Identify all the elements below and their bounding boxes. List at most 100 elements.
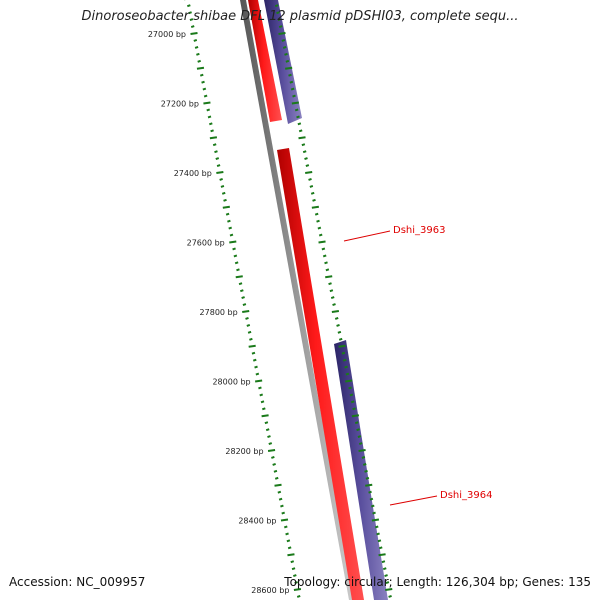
scale-tick-right	[289, 80, 294, 84]
scale-tick-right	[325, 275, 333, 279]
scale-tick-right	[305, 171, 313, 174]
scale-tick-right	[331, 310, 340, 313]
scale-tick-right	[372, 511, 376, 515]
scale-tick-right	[276, 11, 280, 15]
scale-tick-left	[283, 525, 288, 529]
scale-tick-left	[203, 101, 211, 105]
scale-tick-right	[369, 497, 374, 501]
scale-tick-right	[337, 330, 342, 334]
scale-tick-left	[203, 94, 208, 98]
scale-tick-right	[316, 219, 320, 223]
scale-tick-right	[350, 400, 355, 404]
gene-label-leader	[389, 495, 438, 506]
scale-tick-left	[242, 303, 247, 306]
scale-tick-left	[220, 184, 225, 188]
scale-tick-left	[254, 365, 258, 369]
scale-tick-right	[384, 574, 388, 578]
scale-tick-left	[196, 52, 200, 56]
scale-label: 27400 bp	[174, 169, 212, 178]
scale-label: 27600 bp	[187, 239, 225, 248]
scale-tick-right	[348, 386, 352, 390]
scale-tick-right	[314, 212, 319, 216]
scale-tick-right	[304, 157, 308, 161]
scale-tick-left	[255, 372, 260, 376]
scale-tick-right	[345, 372, 350, 376]
scale-tick-right	[338, 344, 346, 348]
scale-tick-left	[280, 518, 289, 522]
scale-tick-left	[206, 108, 211, 112]
scale-tick-left	[274, 483, 282, 487]
scale-tick-right	[278, 32, 286, 35]
scale-tick-right	[277, 18, 282, 22]
scale-tick-right	[352, 407, 356, 411]
scale-tick-left	[294, 581, 298, 584]
scale-tick-right	[361, 456, 366, 459]
scale-tick-left	[245, 317, 249, 320]
scale-tick-left	[258, 386, 262, 390]
scale-tick-left	[277, 490, 282, 494]
gene-label-leader	[343, 230, 391, 242]
scale-tick-left	[229, 240, 237, 244]
scale-tick-right	[330, 296, 335, 300]
scale-tick-right	[309, 184, 314, 188]
scale-tick-right	[298, 136, 306, 140]
scale-tick-right	[332, 303, 336, 306]
scale-tick-left	[190, 32, 198, 35]
scale-tick-right	[334, 317, 339, 320]
scale-tick-right	[312, 198, 316, 202]
scale-tick-left	[285, 532, 289, 536]
scale-label: 27000 bp	[148, 30, 186, 39]
scale-tick-right	[294, 108, 299, 112]
scale-tick-right	[385, 581, 390, 584]
scale-tick-right	[345, 379, 353, 383]
scale-tick-right	[301, 143, 306, 147]
scale-tick-right	[388, 595, 392, 598]
scale-tick-right	[385, 588, 393, 591]
scale-tick-right	[341, 351, 346, 355]
scale-tick-right	[288, 73, 292, 77]
scale-tick-right	[318, 240, 326, 244]
scale-tick-right	[364, 469, 368, 473]
scale-tick-left	[267, 435, 271, 439]
scale-tick-left	[273, 469, 278, 473]
scale-tick-right	[374, 525, 379, 529]
scale-tick-left	[267, 449, 276, 452]
scale-tick-left	[199, 73, 204, 77]
scale-tick-right	[318, 233, 323, 237]
scale-tick-right	[291, 101, 299, 105]
scale-tick-left	[265, 428, 270, 432]
scale-tick-left	[254, 379, 263, 383]
scale-tick-left	[222, 205, 230, 209]
gene-label[interactable]: Dshi_3964	[440, 490, 492, 501]
scale-tick-left	[232, 247, 236, 251]
gene-label[interactable]: Dshi_3963	[393, 225, 445, 236]
scale-tick-left	[248, 344, 256, 348]
scale-tick-right	[324, 261, 328, 265]
scale-tick-left	[264, 421, 269, 425]
scale-tick-right	[290, 87, 295, 91]
scale-tick-right	[342, 358, 347, 362]
scale-tick-left	[219, 178, 223, 181]
scale-tick-right	[344, 365, 348, 369]
scale-tick-right	[325, 268, 330, 272]
scale-tick-left	[296, 595, 301, 598]
scale-tick-right	[338, 337, 343, 341]
scale-tick-right	[296, 115, 300, 119]
scale-tick-left	[261, 407, 266, 411]
scale-tick-left	[187, 4, 191, 8]
scale-tick-right	[351, 414, 360, 418]
scale-tick-left	[240, 289, 244, 293]
scale-tick-right	[292, 94, 296, 98]
scale-tick-left	[234, 261, 239, 265]
scale-tick-right	[358, 449, 366, 452]
scale-tick-left	[228, 226, 233, 230]
scale-tick-left	[209, 136, 218, 140]
scale-tick-right	[298, 129, 303, 133]
scale-tick-right	[285, 59, 290, 63]
scale-tick-right	[365, 483, 373, 487]
scale-tick-right	[378, 546, 383, 550]
scale-tick-right	[305, 164, 310, 167]
scale-tick-left	[221, 191, 226, 195]
scale-tick-left	[293, 574, 297, 578]
